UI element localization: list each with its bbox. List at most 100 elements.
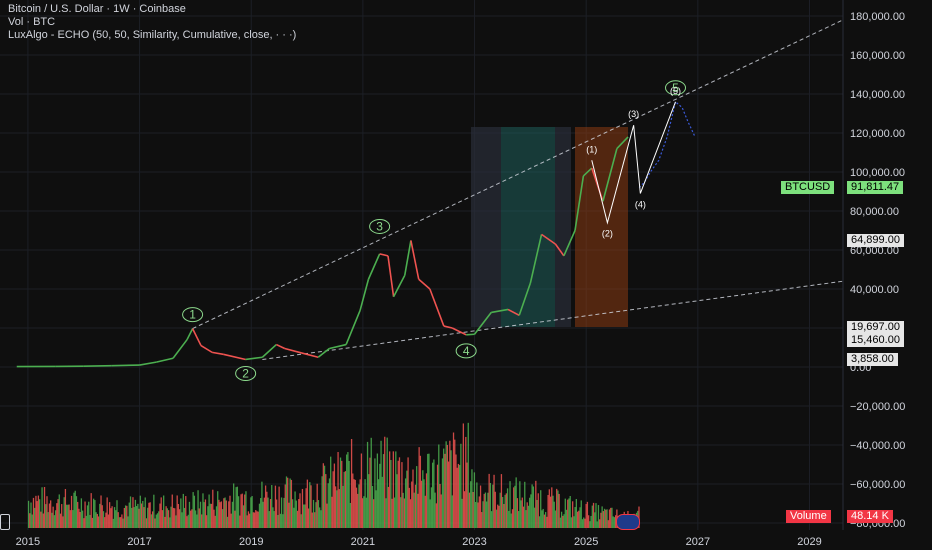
price-segment — [491, 308, 509, 314]
volume-bar — [368, 474, 370, 528]
volume-bar — [392, 451, 394, 528]
volume-bar — [524, 481, 526, 528]
volume-bar — [246, 515, 248, 528]
volume-bar — [160, 497, 162, 528]
volume-bar — [176, 495, 178, 528]
volume-bar — [132, 497, 134, 528]
volume-bar — [332, 471, 334, 528]
volume-bar — [276, 499, 278, 528]
volume-bar — [295, 500, 297, 528]
volume-bar — [72, 510, 74, 528]
volume-bar — [466, 462, 468, 528]
sub-wave-label: (2) — [602, 229, 613, 239]
volume-bar — [333, 463, 336, 528]
volume-bar — [435, 503, 437, 528]
volume-bar — [363, 496, 365, 528]
volume-legend[interactable]: Vol · BTC — [8, 16, 56, 28]
volume-bar — [54, 510, 57, 528]
volume-bar — [439, 484, 441, 528]
volume-bar — [411, 481, 413, 528]
volume-bar — [538, 516, 541, 528]
volume-bar — [121, 514, 123, 528]
volume-bar — [358, 484, 360, 528]
price-segment — [191, 328, 202, 346]
volume-bar — [102, 511, 105, 528]
volume-bar — [90, 493, 92, 528]
volume-bar — [330, 456, 332, 528]
volume-bar — [573, 516, 575, 528]
volume-bar — [444, 453, 446, 528]
volume-bar — [487, 492, 489, 528]
volume-bar — [317, 500, 320, 528]
price-segment — [186, 328, 194, 341]
volume-bar — [59, 513, 62, 528]
volume-bar — [314, 512, 316, 528]
volume-bar — [183, 507, 186, 528]
volume-bar — [385, 498, 387, 528]
volume-bar — [46, 496, 48, 528]
price-segment — [387, 255, 395, 297]
volume-bar — [229, 495, 231, 528]
volume-bar — [175, 515, 177, 528]
volume-bar — [603, 508, 606, 528]
echo-zone-teal — [501, 127, 555, 327]
volume-bar — [446, 444, 449, 528]
volume-bar — [107, 514, 110, 528]
volume-bar — [274, 485, 277, 528]
volume-bar — [460, 443, 462, 528]
volume-bar — [212, 489, 214, 528]
price-series — [16, 136, 629, 368]
indicator-legend[interactable]: LuxAlgo - ECHO (50, 50, Similarity, Cumu… — [8, 29, 297, 41]
flag-icon[interactable] — [616, 514, 640, 530]
volume-bar — [544, 512, 547, 528]
volume-bar — [123, 507, 126, 528]
volume-bar — [234, 510, 236, 528]
volume-bar — [495, 509, 498, 528]
volume-bar — [53, 515, 56, 528]
volume-bar — [236, 486, 239, 528]
volume-bar — [120, 517, 122, 528]
volume-bar — [350, 439, 353, 528]
x-axis[interactable]: 2015 2017 2019 2021 2023 2025 2027 2029 — [16, 536, 822, 548]
volume-bar — [342, 485, 344, 528]
chart-settings-icon[interactable] — [0, 514, 10, 530]
volume-bar — [153, 494, 155, 528]
y-axis[interactable]: 180,000.00 160,000.00 140,000.00 120,000.00… — [850, 11, 905, 530]
volume-bar — [284, 484, 286, 528]
volume-bar — [370, 437, 372, 528]
impulse-zigzag — [591, 101, 676, 225]
volume-bar — [282, 514, 284, 528]
volume-bar — [344, 471, 347, 528]
volume-bar — [384, 436, 386, 528]
forecast-line — [638, 100, 696, 189]
volume-bar — [575, 498, 577, 528]
volume-bar — [180, 498, 182, 528]
wave-label-3: 3 — [376, 219, 383, 233]
chart-title[interactable]: Bitcoin / U.S. Dollar · 1W · Coinbase — [8, 3, 186, 15]
volume-bar — [484, 492, 487, 528]
volume-bar — [354, 479, 356, 528]
volume-bar — [510, 513, 512, 528]
volume-bars — [27, 422, 640, 528]
volume-bar — [62, 516, 64, 528]
volume-bar — [522, 506, 525, 528]
volume-bar — [158, 511, 160, 528]
volume-bar — [339, 457, 342, 528]
volume-bar — [101, 505, 103, 528]
volume-bar — [379, 463, 381, 528]
volume-bar — [291, 499, 294, 528]
volume-bar — [328, 478, 331, 528]
volume-bar — [365, 497, 367, 528]
volume-bar — [271, 485, 273, 528]
volume-bar — [500, 474, 503, 528]
volume-bar — [288, 502, 290, 528]
volume-bar — [126, 505, 128, 528]
volume-bar — [468, 492, 471, 528]
volume-bar — [204, 499, 207, 528]
x-tick-label: 2029 — [797, 536, 821, 548]
volume-bar — [597, 505, 600, 528]
volume-bar — [233, 483, 235, 528]
volume-bar — [581, 519, 584, 528]
volume-bar — [74, 490, 76, 528]
